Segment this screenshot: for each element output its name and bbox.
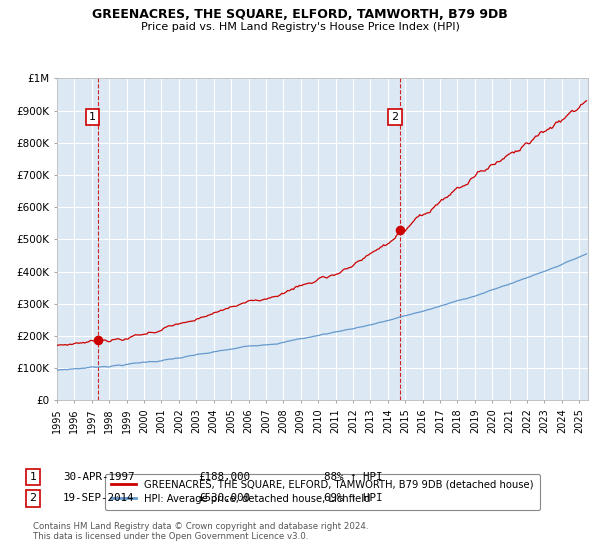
Text: 1: 1: [29, 472, 37, 482]
Point: [93, 335, 103, 344]
Text: £530,000: £530,000: [198, 493, 250, 503]
Text: 69% ↑ HPI: 69% ↑ HPI: [324, 493, 383, 503]
Text: 88% ↑ HPI: 88% ↑ HPI: [324, 472, 383, 482]
Text: GREENACRES, THE SQUARE, ELFORD, TAMWORTH, B79 9DB: GREENACRES, THE SQUARE, ELFORD, TAMWORTH…: [92, 8, 508, 21]
Text: 19-SEP-2014: 19-SEP-2014: [63, 493, 134, 503]
Point: [395, 225, 405, 234]
Text: 2: 2: [392, 112, 398, 122]
Text: Price paid vs. HM Land Registry's House Price Index (HPI): Price paid vs. HM Land Registry's House …: [140, 22, 460, 32]
Text: 30-APR-1997: 30-APR-1997: [63, 472, 134, 482]
Text: £188,000: £188,000: [198, 472, 250, 482]
Legend: GREENACRES, THE SQUARE, ELFORD, TAMWORTH, B79 9DB (detached house), HPI: Average: GREENACRES, THE SQUARE, ELFORD, TAMWORTH…: [105, 474, 540, 510]
Text: 1: 1: [89, 112, 96, 122]
Text: Contains HM Land Registry data © Crown copyright and database right 2024.
This d: Contains HM Land Registry data © Crown c…: [33, 522, 368, 542]
Text: 2: 2: [29, 493, 37, 503]
